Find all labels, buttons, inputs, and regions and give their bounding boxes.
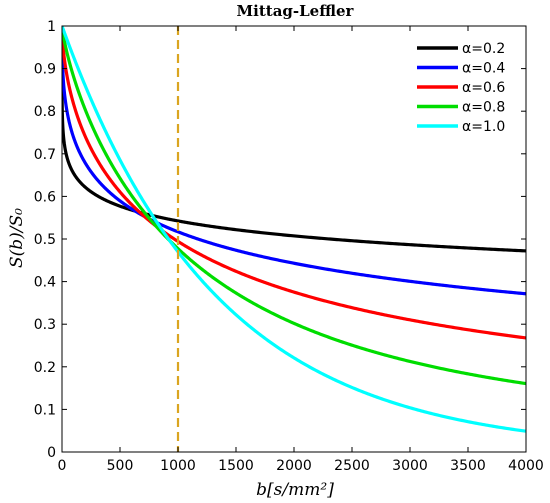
x-tick-label: 3000 [392, 458, 428, 474]
x-tick-label: 0 [58, 458, 67, 474]
y-tick-label: 0.2 [34, 360, 56, 376]
x-tick-label: 2500 [334, 458, 370, 474]
x-tick-label: 3500 [450, 458, 486, 474]
y-tick-label: 0.8 [34, 104, 56, 120]
y-tick-label: 0.7 [34, 147, 56, 163]
legend-label-4: α=1.0 [462, 119, 505, 135]
y-tick-label: 0.9 [34, 62, 56, 78]
x-tick-label: 1000 [160, 458, 196, 474]
x-tick-label: 500 [107, 458, 134, 474]
x-axis-ticks: 0 500 1000 1500 2000 2500 3000 3500 4000 [58, 26, 544, 474]
legend-label-0: α=0.2 [462, 41, 505, 57]
legend-label-3: α=0.8 [462, 100, 505, 116]
x-tick-label: 2000 [276, 458, 312, 474]
x-axis-label: b[s/mm²] [256, 480, 334, 500]
y-tick-label: 0.5 [34, 232, 56, 248]
y-axis-ticks: 0 0.1 0.2 0.3 0.4 0.5 0.6 0.7 0.8 0.9 1 [34, 19, 526, 461]
x-tick-label: 1500 [218, 458, 254, 474]
y-tick-label: 1 [47, 19, 56, 35]
series-line-1 [62, 26, 526, 296]
y-tick-label: 0.4 [34, 275, 56, 291]
y-tick-label: 0.1 [34, 402, 56, 418]
y-tick-label: 0.3 [34, 317, 56, 333]
legend: α=0.2 α=0.4 α=0.6 α=0.8 α=1.0 [407, 33, 520, 138]
series-line-0 [62, 26, 526, 253]
legend-label-1: α=0.4 [462, 61, 505, 77]
legend-label-2: α=0.6 [462, 80, 505, 96]
y-tick-label: 0.6 [34, 189, 56, 205]
x-tick-label: 4000 [508, 458, 544, 474]
series-line-3 [62, 26, 526, 386]
chart-title: Mittag-Leffler [237, 2, 355, 20]
y-axis-label: S(b)/S₀ [7, 208, 27, 268]
y-tick-label: 0 [47, 445, 56, 461]
